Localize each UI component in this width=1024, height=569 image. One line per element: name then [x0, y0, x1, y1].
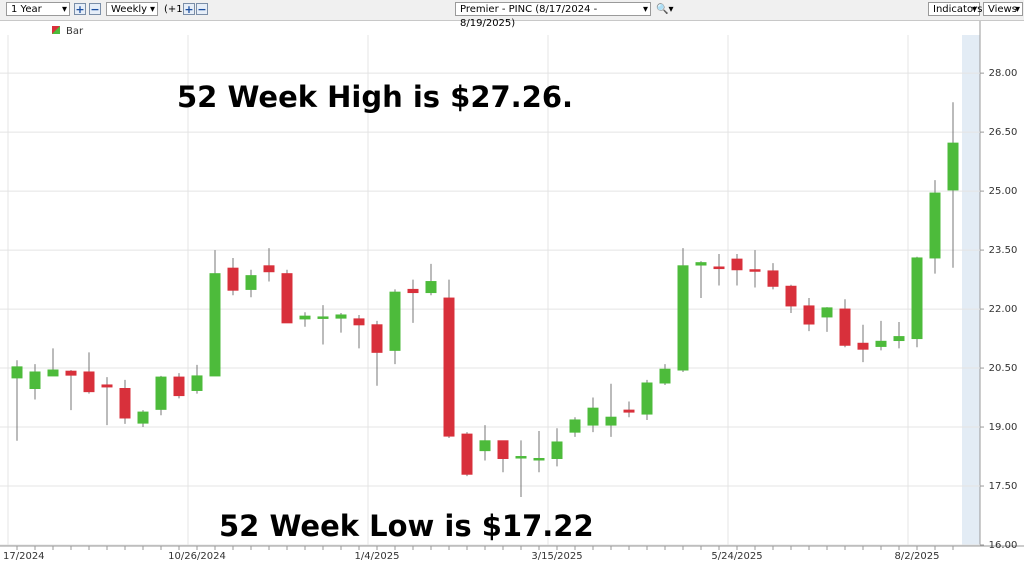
candle-body — [803, 305, 815, 325]
candle-body — [83, 371, 95, 393]
candle-body — [785, 285, 797, 307]
y-tick-label: 19.00 — [989, 422, 1018, 433]
candle-body — [65, 370, 77, 376]
y-tick-label: 22.00 — [989, 304, 1018, 315]
candle-body — [713, 266, 725, 270]
views-button[interactable]: Views — [983, 2, 1023, 17]
y-tick-label: 25.00 — [989, 186, 1018, 197]
candle-body — [731, 258, 743, 271]
annotation-high: 52 Week High is $27.26. — [177, 80, 573, 114]
candle-body — [299, 315, 311, 320]
x-tick-label: 17/2024 — [3, 551, 45, 562]
y-tick-label: 16.00 — [989, 540, 1018, 551]
symbol-box[interactable]: Premier - PINC (8/17/2024 - 8/19/2025) — [455, 2, 651, 29]
candle-body — [335, 314, 347, 319]
chart: Bar 52 Week High is $27.26. 52 Week Low … — [0, 21, 1024, 562]
candle-body — [479, 440, 491, 452]
candle-body — [875, 340, 887, 347]
candle-body — [155, 376, 167, 410]
x-tick-label: 10/26/2024 — [168, 551, 226, 562]
offset: (+1) — [164, 4, 187, 15]
zoom-in[interactable]: + — [74, 3, 86, 16]
candle-body — [317, 316, 329, 319]
candle-body — [695, 262, 707, 266]
candle-body — [515, 456, 527, 459]
x-tick-label: 3/15/2025 — [531, 551, 582, 562]
candle-body — [119, 388, 131, 419]
candle-body — [461, 433, 473, 475]
candle-body — [137, 411, 149, 424]
y-tick-label: 28.00 — [989, 68, 1018, 79]
candle-body — [929, 192, 941, 259]
y-tick-label: 20.50 — [989, 363, 1018, 374]
toolbar: 1 Year + − Weekly (+1) + − Premier - PIN… — [0, 0, 1024, 29]
candle-body — [821, 307, 833, 318]
annotation-low: 52 Week Low is $17.22 — [219, 509, 594, 543]
candle-body — [245, 275, 257, 290]
candle-body — [911, 257, 923, 340]
candle-body — [857, 342, 869, 350]
candle-body — [281, 273, 293, 324]
y-tick-label: 26.50 — [989, 127, 1018, 138]
candle-body — [443, 297, 455, 437]
candle-body — [191, 375, 203, 391]
range-select[interactable]: 1 Year — [6, 2, 70, 17]
candle-body — [533, 457, 545, 461]
indicators-button[interactable]: Indicators — [928, 2, 982, 17]
x-tick-label: 8/2/2025 — [895, 551, 940, 562]
candle-body — [407, 288, 419, 294]
candle-body — [605, 416, 617, 426]
candle-body — [839, 308, 851, 346]
candle-body — [623, 409, 635, 413]
candle-body — [227, 267, 239, 291]
candle-body — [425, 281, 437, 294]
candle-body — [263, 265, 275, 273]
candle-body — [767, 270, 779, 287]
legend-swatch-up — [52, 26, 60, 34]
candle-body — [101, 384, 113, 388]
candle-body — [371, 324, 383, 353]
candle-body — [389, 291, 401, 351]
interval-select[interactable]: Weekly — [106, 2, 158, 17]
candle-body — [551, 441, 563, 459]
y-tick-label: 23.50 — [989, 245, 1018, 256]
candle-body — [749, 269, 761, 272]
candle-body — [659, 368, 671, 384]
x-tick-label: 5/24/2025 — [711, 551, 762, 562]
candle-body — [893, 336, 905, 342]
candle-body — [641, 382, 653, 415]
search-icon[interactable]: 🔍▾ — [656, 4, 674, 15]
offset-plus[interactable]: + — [183, 3, 195, 16]
candle-body — [209, 273, 221, 377]
candle-body — [47, 369, 59, 377]
candle-body — [353, 318, 365, 326]
candle-body — [11, 366, 23, 379]
candle-body — [173, 376, 185, 397]
candle-body — [569, 419, 581, 433]
candle-body — [29, 371, 41, 390]
candle-body — [587, 407, 599, 426]
candle-body — [677, 265, 689, 371]
offset-minus[interactable]: − — [196, 3, 208, 16]
candle-body — [497, 440, 509, 459]
zoom-out[interactable]: − — [89, 3, 101, 16]
y-tick-label: 17.50 — [989, 481, 1018, 492]
future-band — [962, 35, 980, 545]
legend-label: Bar — [66, 26, 84, 37]
x-tick-label: 1/4/2025 — [355, 551, 400, 562]
candle-body — [947, 142, 959, 191]
